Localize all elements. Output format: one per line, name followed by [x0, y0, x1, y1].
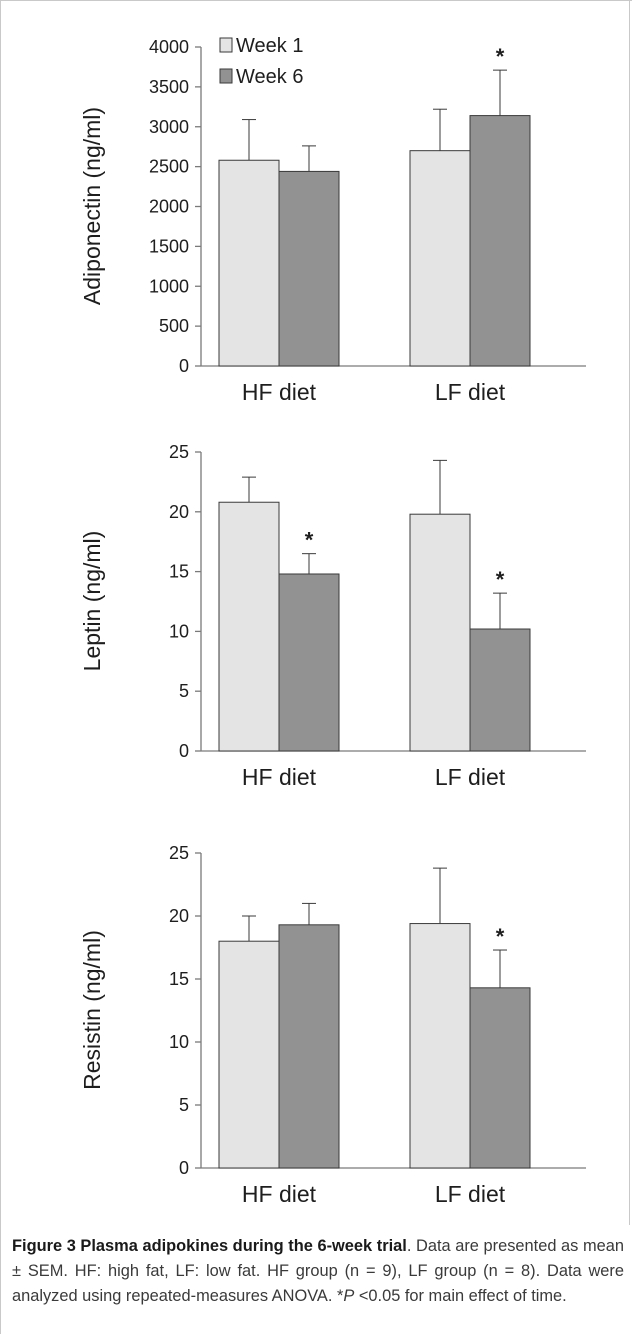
- leptin-significance-star: *: [496, 567, 505, 592]
- adiponectin-y-tick-label: 4000: [149, 37, 189, 57]
- resistin-bar-week1: [218, 940, 280, 1169]
- resistin-y-tick-label: 5: [179, 1095, 189, 1115]
- leptin-bar-week6: [278, 573, 340, 752]
- adiponectin-y-tick-label: 2000: [149, 197, 189, 217]
- leptin-y-tick-label: 20: [169, 502, 189, 522]
- leptin-y-tick-label: 0: [179, 741, 189, 761]
- adiponectin-y-axis-label: Adiponectin (ng/ml): [79, 107, 105, 305]
- adiponectin-y-tick-label: 2500: [149, 157, 189, 177]
- leptin-bar-week1: [409, 513, 471, 752]
- leptin-y-axis-label: Leptin (ng/ml): [79, 531, 105, 672]
- resistin-bar-week1: [409, 923, 471, 1169]
- frame-right-border: [629, 0, 630, 1225]
- adiponectin-category-label: LF diet: [435, 379, 506, 405]
- adiponectin-y-tick-label: 0: [179, 356, 189, 376]
- adiponectin-y-tick-label: 1500: [149, 236, 189, 256]
- adiponectin-y-tick-label: 500: [159, 316, 189, 336]
- leptin-bar-week1: [218, 501, 280, 752]
- adiponectin-y-tick-label: 3000: [149, 117, 189, 137]
- leptin-y-tick-label: 15: [169, 562, 189, 582]
- figure-svg: 05001000150020002500300035004000Adiponec…: [79, 35, 586, 1207]
- caption-body-1: . Data are presented as mean ± SEM. HF: …: [12, 1237, 624, 1305]
- legend: Week 1 Week 6: [219, 35, 303, 88]
- resistin-y-tick-label: 10: [169, 1032, 189, 1052]
- leptin-panel: 0 5 10 15 20 25 Leptin (ng/ml) HF diet LF diet * *: [79, 442, 586, 790]
- adiponectin-bar-week6: [469, 115, 531, 367]
- leptin-bar-week6: [469, 628, 531, 752]
- resistin-panel: 0 5 10 15 20 25 Resistin (ng/ml) HF diet LF diet…: [79, 843, 586, 1207]
- leptin-category-label: LF diet: [435, 764, 506, 790]
- frame-left-border: [0, 0, 1, 1334]
- adiponectin-category-label: HF diet: [242, 379, 317, 405]
- resistin-y-axis-label: Resistin (ng/ml): [79, 930, 105, 1090]
- caption-p-symbol: P: [343, 1287, 355, 1305]
- caption-title: Figure 3 Plasma adipokines during the 6-…: [12, 1237, 407, 1255]
- legend-swatch-week1: [219, 37, 233, 53]
- resistin-category-label: HF diet: [242, 1181, 317, 1207]
- figure-caption: Figure 3 Plasma adipokines during the 6-…: [12, 1234, 624, 1309]
- resistin-y-tick-label: 20: [169, 906, 189, 926]
- leptin-y-tick-label: 10: [169, 621, 189, 641]
- resistin-category-label: LF diet: [435, 1181, 506, 1207]
- resistin-bar-week6: [469, 987, 531, 1169]
- leptin-category-label: HF diet: [242, 764, 317, 790]
- legend-label-week6: Week 6: [236, 66, 303, 88]
- adiponectin-panel: 0 500 1000 1500 2000 2500 3000 3500 4000 Adiponec…: [79, 37, 586, 405]
- resistin-y-tick-label: 15: [169, 969, 189, 989]
- resistin-significance-star: *: [496, 924, 505, 949]
- frame-top-border: [0, 0, 632, 1]
- adiponectin-significance-star: *: [496, 44, 505, 69]
- adiponectin-y-tick-label: 3500: [149, 77, 189, 97]
- legend-label-week1: Week 1: [236, 35, 303, 57]
- resistin-y-tick-label: 0: [179, 1158, 189, 1178]
- leptin-y-tick-label: 5: [179, 681, 189, 701]
- resistin-y-tick-label: 25: [169, 843, 189, 863]
- adiponectin-y-tick-label: 1000: [149, 276, 189, 296]
- legend-swatch-week6: [219, 68, 233, 84]
- caption-body-2: <0.05 for main effect of time.: [354, 1287, 567, 1305]
- adiponectin-bar-week6: [278, 170, 340, 367]
- leptin-significance-star: *: [305, 528, 314, 553]
- adiponectin-bar-week1: [409, 150, 471, 367]
- adiponectin-bar-week1: [218, 159, 280, 367]
- leptin-y-tick-label: 25: [169, 442, 189, 462]
- resistin-bar-week6: [278, 924, 340, 1169]
